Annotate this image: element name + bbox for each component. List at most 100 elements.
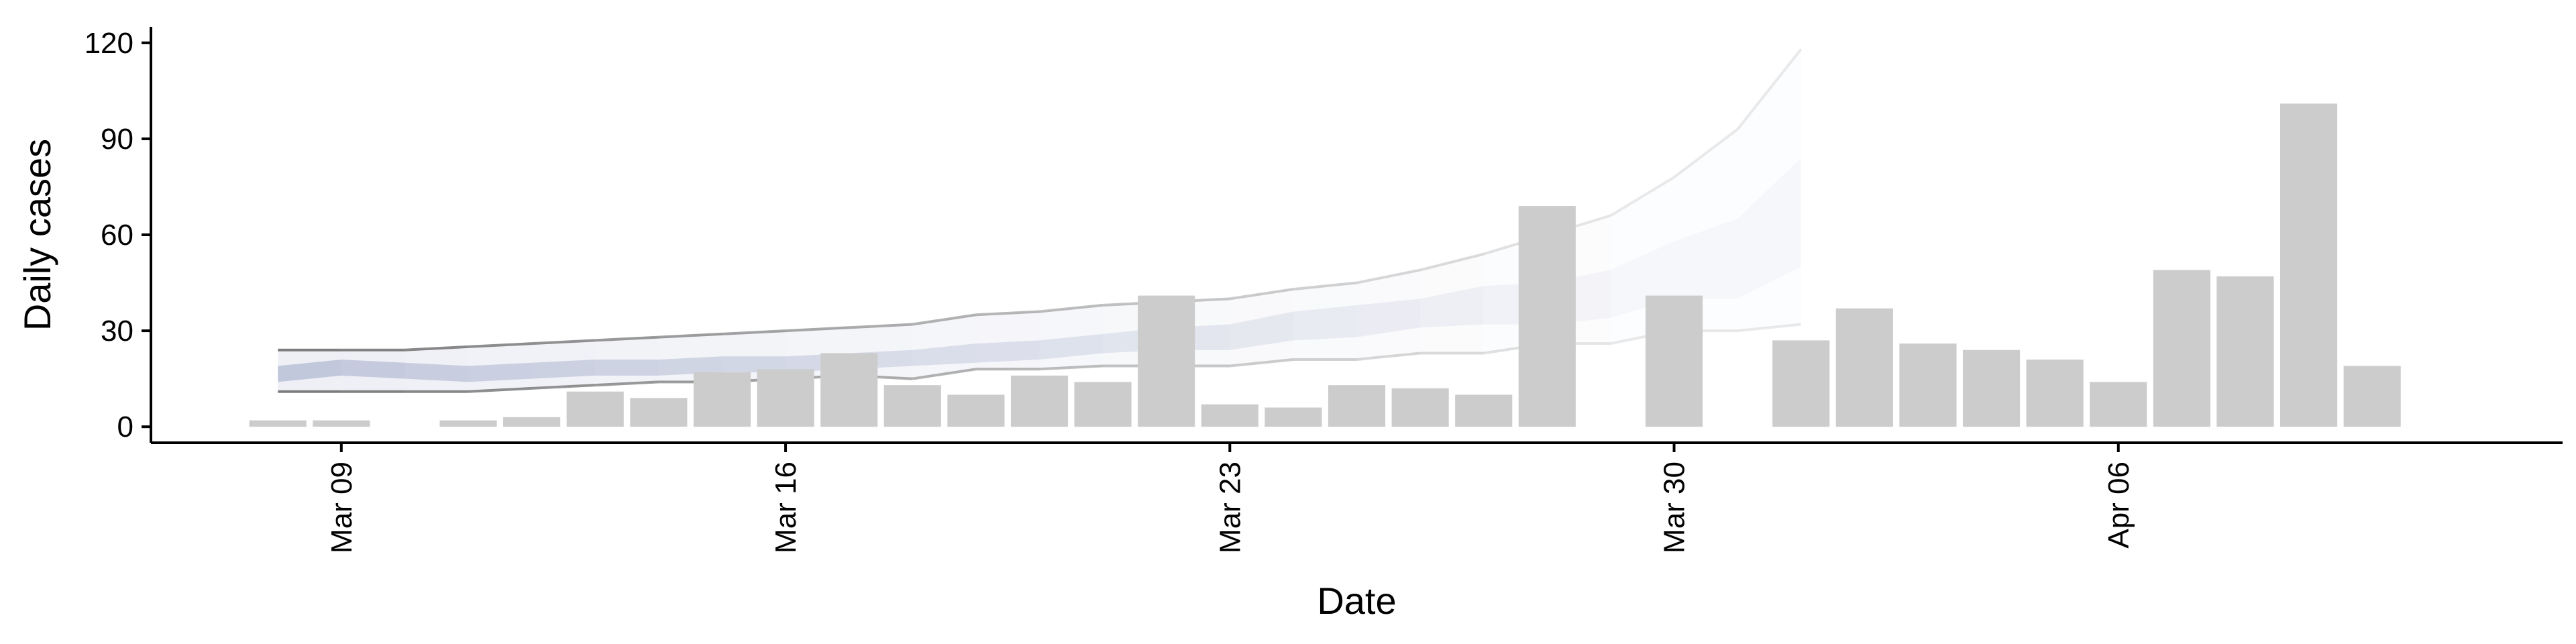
projection-inner-band: [1230, 311, 1293, 350]
projection-upper-line: [405, 345, 469, 352]
projection-inner-band: [1293, 305, 1357, 341]
projection-inner-band: [341, 360, 405, 379]
projection-lower-line: [595, 380, 659, 387]
projection-outer-band: [468, 343, 532, 392]
projection-inner-band: [531, 360, 596, 379]
bar: [1138, 295, 1195, 427]
bar: [1201, 404, 1258, 427]
x-axis-title: Date: [1317, 580, 1396, 622]
projection-outer-band: [1230, 289, 1293, 366]
projection-outer-band: [658, 333, 722, 382]
projection-outer-band: [278, 350, 341, 392]
bar: [1328, 385, 1386, 427]
x-tick-label: Apr 06: [2102, 462, 2135, 549]
bar: [1645, 295, 1703, 427]
bar: [1899, 343, 1957, 427]
bar: [439, 420, 497, 427]
projection-upper-line: [785, 326, 849, 333]
bars-group: [249, 103, 2401, 427]
bar: [1265, 407, 1322, 427]
projection-lower-line: [468, 386, 532, 393]
projection-outer-band: [1039, 305, 1104, 370]
projection-inner-band: [912, 343, 976, 366]
bar: [2343, 366, 2401, 427]
projection-upper-line: [468, 342, 532, 348]
projection-lower-line: [531, 384, 596, 390]
projection-upper-line: [1293, 281, 1357, 291]
projection-outer-band: [405, 346, 469, 392]
x-tick-label: Mar 30: [1658, 462, 1691, 553]
projection-lower-line: [1356, 352, 1421, 361]
projection-inner-band: [1356, 299, 1421, 337]
projection-upper-line: [1419, 252, 1485, 272]
projection-upper-line: [1736, 48, 1803, 130]
projection-upper-line: [849, 323, 913, 329]
bar: [2216, 276, 2274, 427]
projection-inner-band: [1039, 333, 1104, 360]
projection-inner-band: [405, 362, 469, 382]
y-tick-label: 120: [85, 27, 133, 60]
projection-upper-line: [595, 335, 659, 342]
x-tick-label: Mar 23: [1214, 462, 1246, 553]
projection-outer-band: [912, 315, 976, 379]
bar: [1518, 206, 1576, 427]
bar: [2026, 360, 2084, 427]
projection-lower-line: [1230, 358, 1294, 368]
bar: [566, 391, 624, 427]
projection-inner-band: [468, 362, 532, 382]
bar: [503, 417, 561, 427]
bar: [1455, 394, 1513, 427]
y-ticks: 0 30 60 90 120: [85, 27, 151, 443]
y-tick-label: 60: [101, 219, 133, 252]
bar: [693, 372, 751, 427]
projection-inner-band: [1420, 286, 1484, 328]
projection-upper-line: [975, 310, 1040, 317]
projection-outer-band: [341, 350, 405, 392]
projection-inner-band: [278, 360, 341, 382]
bar: [883, 385, 941, 427]
bar: [249, 420, 307, 427]
projection-upper-line: [658, 332, 722, 339]
projection-inner-band: [658, 356, 722, 376]
projection-lower-line: [1039, 364, 1104, 371]
bar: [1010, 375, 1069, 427]
x-tick-label: Mar 09: [325, 462, 358, 553]
projection-upper-line: [1229, 288, 1294, 301]
projection-upper-line: [722, 329, 786, 335]
bar: [1835, 308, 1893, 427]
y-tick-label: 0: [117, 411, 133, 443]
projection-lower-line: [912, 368, 977, 380]
projection-upper-line: [1039, 303, 1104, 313]
y-axis-title: Daily cases: [16, 139, 58, 331]
bar: [313, 420, 370, 427]
projection-inner-band: [1737, 158, 1801, 299]
projection-inner-band: [975, 340, 1040, 363]
bar: [630, 398, 688, 427]
projection-upper-line: [912, 313, 977, 326]
projection-inner-band: [1674, 219, 1738, 299]
x-tick-label: Mar 16: [769, 462, 802, 553]
bar: [1391, 388, 1449, 427]
bar: [757, 369, 814, 427]
y-tick-label: 90: [101, 123, 133, 156]
projection-lower-line: [1737, 323, 1801, 333]
bar: [1772, 340, 1830, 427]
bar: [1074, 382, 1132, 427]
y-tick-label: 30: [101, 315, 133, 347]
projection-outer-band: [531, 340, 596, 388]
projection-upper-line: [1356, 268, 1421, 284]
projection-inner-band: [595, 360, 659, 376]
projection-upper-line: [1609, 176, 1675, 217]
projection-inner-band: [722, 356, 786, 373]
projection-outer-band: [595, 337, 659, 386]
projection-upper-line: [531, 339, 596, 345]
bar: [2280, 103, 2338, 427]
bar: [2153, 270, 2210, 427]
bar: [1962, 350, 2021, 427]
projection-upper-line: [1673, 128, 1739, 178]
bar: [820, 353, 878, 427]
x-ticks: Mar 09 Mar 16 Mar 23 Mar 30 Apr 06: [325, 443, 2135, 553]
bar: [2090, 382, 2147, 427]
